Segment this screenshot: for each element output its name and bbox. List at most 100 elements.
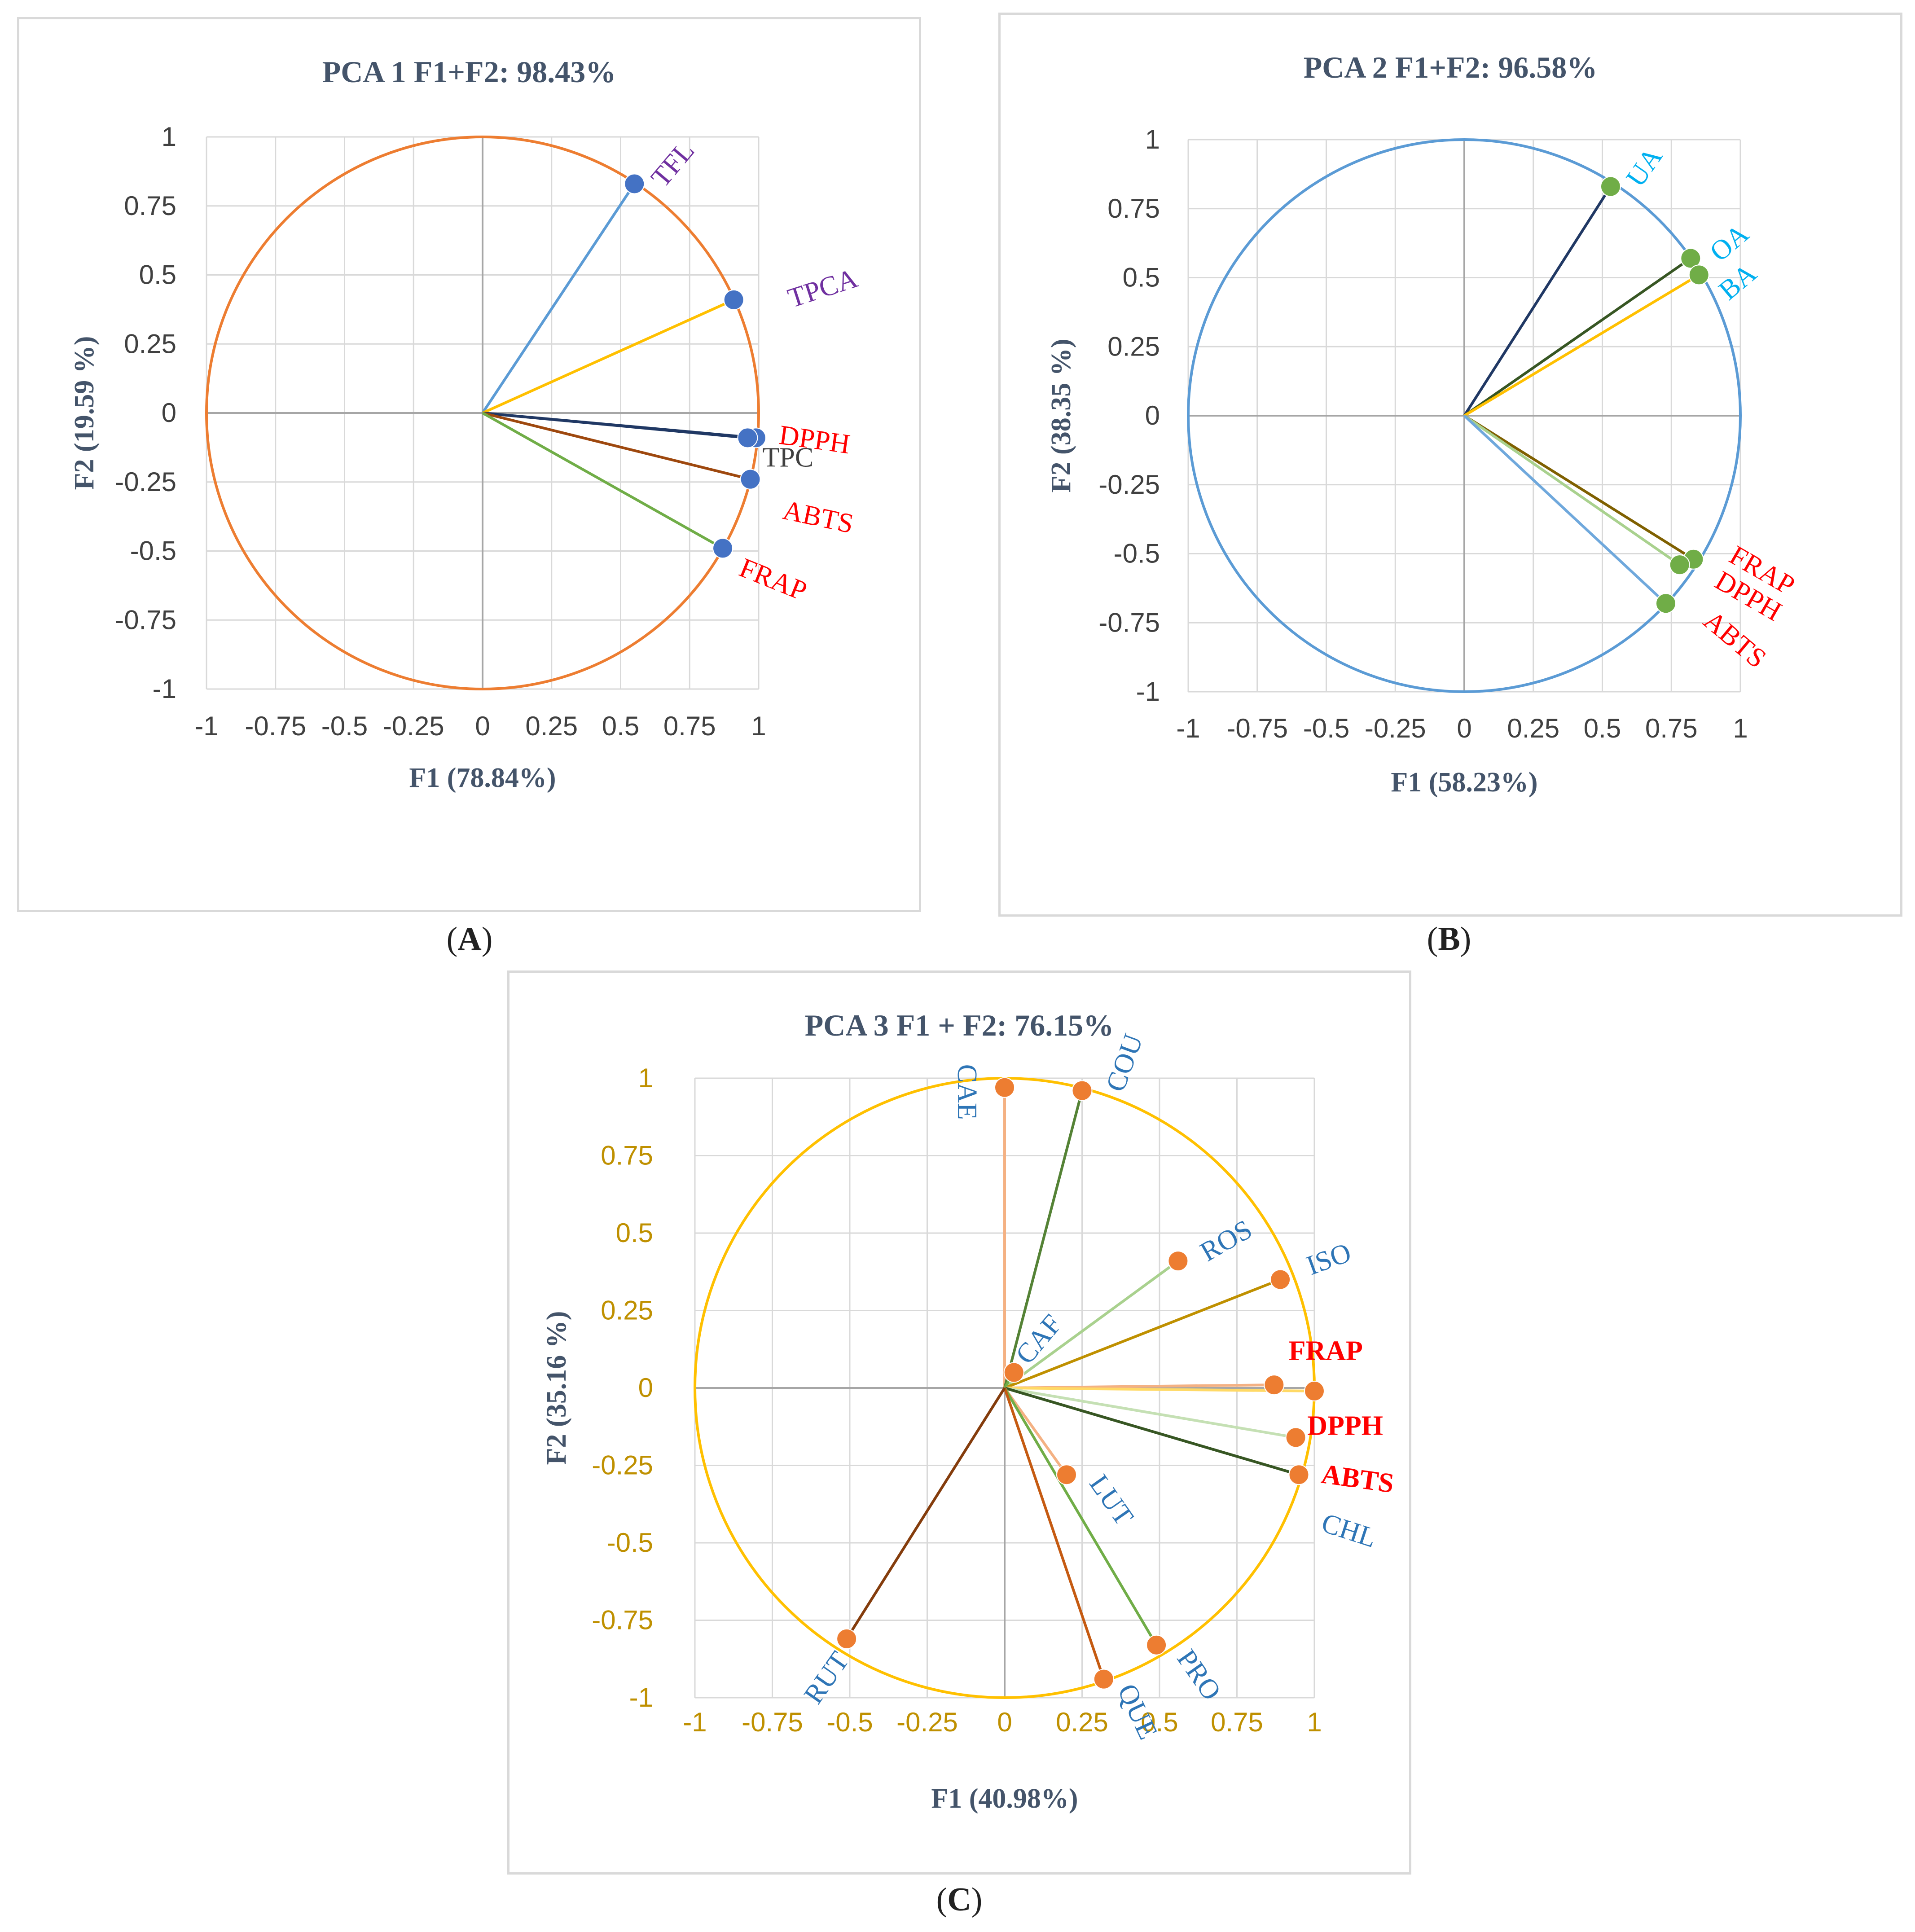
x-tick-label: -0.25 — [896, 1707, 958, 1737]
variable-point-dpph — [1285, 1427, 1306, 1448]
vector-line-dpph — [1004, 1387, 1296, 1439]
y-tick-label: 1 — [162, 122, 176, 152]
chart-title: PCA 1 F1+F2: 98.43% — [322, 55, 616, 89]
correlation-circle — [1187, 138, 1742, 693]
vector-line-que — [1003, 1388, 1105, 1680]
x-tick-label: -0.5 — [1303, 713, 1349, 743]
variable-point-rut — [836, 1628, 857, 1649]
y-tick-label: -0.25 — [592, 1450, 653, 1480]
x-axis-title: F1 (78.84%) — [409, 763, 556, 793]
vector-line-ba — [1463, 273, 1700, 417]
variable-label-lut: LUT — [1083, 1469, 1139, 1531]
variable-label-tpca: TPCA — [784, 263, 861, 314]
variable-point-frap — [712, 538, 733, 559]
vector-line-iso — [1004, 1278, 1281, 1389]
y-tick-label: -0.75 — [592, 1605, 653, 1635]
variable-label-ros: ROS — [1195, 1214, 1257, 1268]
variable-point-tfl — [624, 173, 645, 194]
variable-point-ba — [1688, 264, 1709, 285]
y-tick-label: -1 — [153, 674, 176, 704]
variable-label-dpph: DPPH — [1307, 1411, 1383, 1441]
variable-point-caf — [1003, 1362, 1024, 1383]
y-axis-title: F2 (19.59 %) — [69, 336, 100, 490]
panel-a-chart: PCA 1 F1+F2: 98.43% -1 -0.75 -0.5 -0.25 0 0.25… — [17, 17, 921, 912]
y-tick-label: 1 — [638, 1063, 653, 1093]
vector-line-cou — [1003, 1090, 1084, 1388]
variable-markers — [624, 173, 766, 559]
variable-point-dpph — [1669, 554, 1690, 575]
vector-line-frap — [1463, 414, 1695, 561]
variable-markers — [1600, 176, 1709, 614]
panel-c-caption: (C) — [936, 1881, 983, 1918]
variable-point-frap — [1264, 1374, 1285, 1396]
variable-point-que — [1093, 1669, 1114, 1690]
x-tick-label: 0.5 — [1141, 1707, 1178, 1737]
y-tick-label: 0.5 — [1123, 263, 1160, 293]
variable-point-chl — [1288, 1464, 1309, 1485]
variable-label-cae: CAE — [952, 1064, 982, 1120]
y-tick-label: -0.5 — [1114, 539, 1160, 569]
x-tick-label: 0.75 — [1645, 713, 1698, 743]
y-tick-label: 0 — [1145, 400, 1160, 430]
vector-line-unlabeled — [1004, 1387, 1315, 1392]
y-tick-label: 0 — [162, 398, 176, 428]
pca2-plot: PCA 2 F1+F2: 96.58% -1 -0.75 -0.5 -0.25 0 0.25… — [1046, 50, 1800, 798]
x-tick-label: -0.5 — [321, 711, 368, 741]
x-tick-label: -0.75 — [742, 1707, 803, 1737]
variable-label-tpc: TPC — [763, 443, 814, 473]
vector-line-ros — [1004, 1260, 1179, 1389]
y-tick-label: -0.5 — [607, 1528, 653, 1558]
variable-point-lut — [1056, 1464, 1077, 1485]
vector-line-oa — [1463, 257, 1692, 417]
panel-b-caption: (B) — [1427, 921, 1471, 957]
x-tick-label: 0.25 — [1056, 1707, 1108, 1737]
variable-markers — [836, 1077, 1325, 1690]
x-tick-label: 0 — [475, 711, 490, 741]
y-tick-label: 0.75 — [124, 191, 176, 221]
variable-label-chl: CHL — [1318, 1507, 1380, 1554]
y-tick-label: -0.75 — [1098, 607, 1160, 637]
y-tick-label: 0.25 — [124, 329, 176, 359]
y-tick-label: 0.5 — [616, 1218, 653, 1248]
x-tick-label: 1 — [751, 711, 766, 741]
vector-line-abts — [1463, 414, 1667, 605]
x-tick-label: 0 — [997, 1707, 1012, 1737]
variable-label-tfl: TFL — [645, 136, 700, 193]
panel-c-letter: C — [947, 1881, 971, 1918]
x-tick-label: 0.25 — [1507, 713, 1559, 743]
variable-point-oa — [1680, 248, 1701, 269]
variable-point-unlabeled — [1304, 1380, 1325, 1401]
variable-label-caf: CAF — [1010, 1309, 1068, 1370]
variable-point-abts — [740, 469, 761, 490]
variable-label-ua: UA — [1621, 142, 1669, 193]
variable-label-abts: ABTS — [1319, 1459, 1396, 1499]
x-axis-title: F1 (58.23%) — [1391, 767, 1537, 798]
variable-label-pro: PRO — [1171, 1644, 1227, 1706]
x-tick-label: 0.25 — [525, 711, 578, 741]
x-axis-title: F1 (40.98%) — [931, 1783, 1078, 1814]
vector-line-rut — [845, 1387, 1006, 1640]
vector-line-tpca — [482, 299, 734, 414]
vector-line-abts — [482, 412, 751, 481]
variable-point-ros — [1168, 1251, 1189, 1272]
variable-point-ua — [1600, 176, 1621, 197]
vector-line-pro — [1003, 1387, 1158, 1646]
y-axis-title: F2 (38.35 %) — [1046, 339, 1076, 493]
vector-line-lut — [1003, 1387, 1068, 1475]
x-tick-label: -1 — [683, 1707, 707, 1737]
x-tick-label: -1 — [194, 711, 218, 741]
x-tick-label: 0.5 — [1584, 713, 1621, 743]
y-tick-label: -0.25 — [1098, 470, 1160, 500]
x-tick-label: 0 — [1457, 713, 1471, 743]
chart-title: PCA 3 F1 + F2: 76.15% — [805, 1008, 1114, 1042]
y-tick-label: 0.25 — [1107, 331, 1160, 361]
variable-point-iso — [1270, 1269, 1291, 1290]
vector-line-dpph — [1463, 414, 1681, 566]
y-tick-label: -1 — [629, 1682, 653, 1712]
variable-label-abts: ABTS — [780, 495, 856, 539]
x-tick-label: 0.5 — [602, 711, 639, 741]
chart-title: PCA 2 F1+F2: 96.58% — [1304, 50, 1597, 84]
variable-label-frap: FRAP — [1289, 1335, 1363, 1366]
panel-a-letter: A — [457, 921, 482, 957]
y-tick-label: -0.25 — [115, 467, 176, 497]
